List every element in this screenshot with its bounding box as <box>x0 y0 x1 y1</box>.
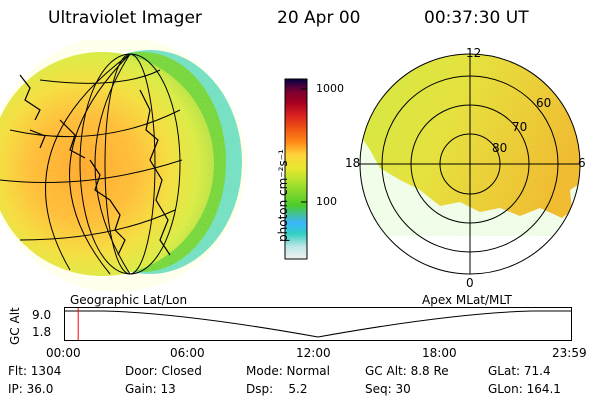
mlt-label-12: 12 <box>466 46 482 60</box>
colorbar-unit-label: photon cm⁻²s⁻¹ <box>276 149 290 242</box>
status-seq: Seq: 30 <box>365 382 411 396</box>
timeline-plot <box>64 307 572 341</box>
polar-plot <box>359 53 581 275</box>
globe-noise <box>0 40 246 292</box>
globe-image <box>0 40 246 292</box>
status-ip: IP: 36.0 <box>8 382 54 396</box>
status-flight: Flt: 1304 <box>8 364 62 378</box>
timeline-ytick-high: 9.0 <box>32 308 52 322</box>
globe-label: Geographic Lat/Lon <box>70 293 188 307</box>
time-label: 00:37:30 UT <box>424 8 529 28</box>
colorbar-tick-1000: 1000 <box>316 82 344 95</box>
timeline-ylabel: GC Alt <box>8 307 22 345</box>
altitude-curve <box>65 310 571 338</box>
instrument-title: Ultraviolet Imager <box>48 8 202 28</box>
status-glon: GLon: 164.1 <box>488 382 561 396</box>
mlat-label-80: 80 <box>492 141 508 155</box>
timeline-xtick-3: 18:00 <box>422 346 457 360</box>
date-label: 20 Apr 00 <box>277 8 361 28</box>
timeline-xtick-1: 06:00 <box>170 346 205 360</box>
mlt-label-18: 18 <box>345 156 361 170</box>
timeline-ytick-low: 1.8 <box>32 325 52 339</box>
colorbar <box>284 78 308 260</box>
status-mode: Mode: Normal <box>246 364 330 378</box>
mlt-label-0: 0 <box>466 276 474 290</box>
globe-grid <box>0 53 183 275</box>
status-gain: Gain: 13 <box>125 382 176 396</box>
status-door: Door: Closed <box>125 364 202 378</box>
status-glat: GLat: 71.4 <box>488 364 551 378</box>
polar-grid <box>359 53 581 275</box>
colorbar-tick-100: 100 <box>316 195 337 208</box>
timeline-xtick-4: 23:59 <box>552 346 587 360</box>
timeline-xtick-0: 00:00 <box>46 346 81 360</box>
mlat-label-70: 70 <box>512 120 528 134</box>
polar-label: Apex MLat/MLT <box>422 293 512 307</box>
mlt-label-6: 6 <box>578 156 586 170</box>
mlat-label-60: 60 <box>536 96 552 110</box>
coastlines <box>19 74 171 256</box>
status-dsp: Dsp: 5.2 <box>246 382 308 396</box>
timeline-xtick-2: 12:00 <box>296 346 331 360</box>
status-gc-alt: GC Alt: 8.8 Re <box>365 364 449 378</box>
